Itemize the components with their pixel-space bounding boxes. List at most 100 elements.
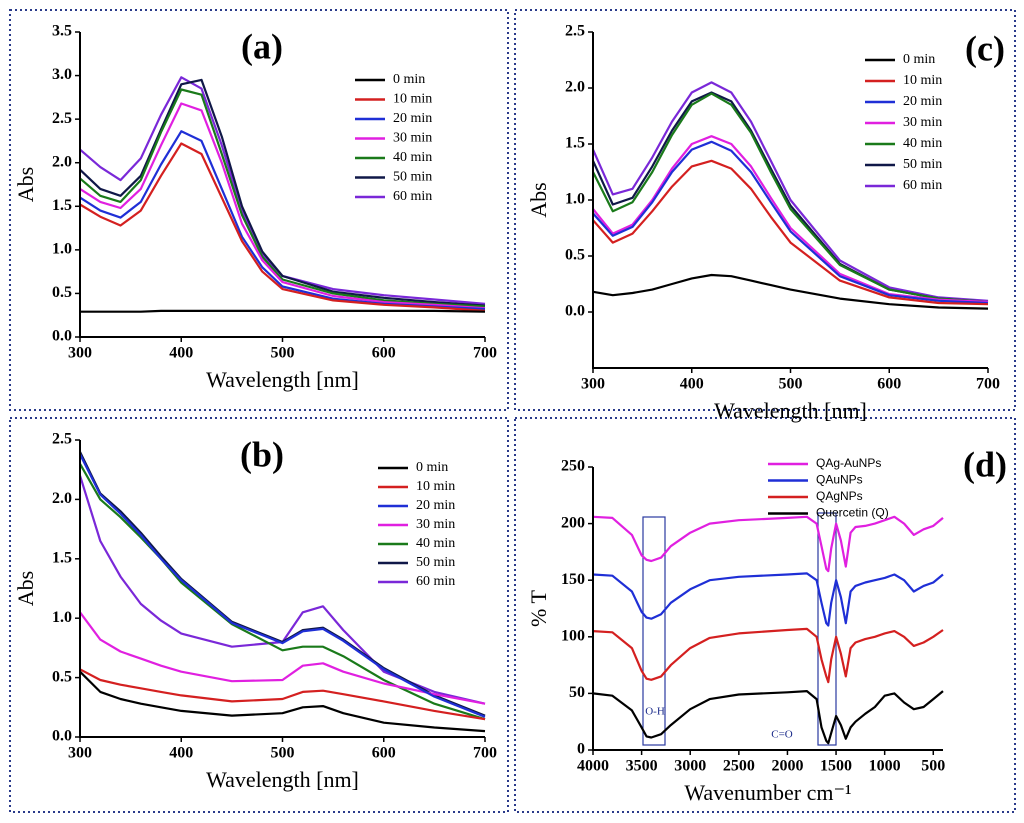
panel-title: (d) — [963, 444, 1007, 484]
panel-frames — [9, 9, 1016, 813]
x-tick-label: 2000 — [771, 758, 803, 775]
x-tick-label: 3000 — [674, 758, 706, 775]
band-boxes — [642, 512, 837, 746]
series-line — [80, 309, 486, 313]
x-axis-label: Wavenumber cm⁻¹ — [684, 780, 851, 805]
legend-label: 0 min — [393, 72, 425, 87]
legend-label: 40 min — [903, 136, 942, 151]
legend-label: 20 min — [393, 111, 432, 126]
y-tick-label: 150 — [561, 571, 585, 588]
legend-label: Quercetin (Q) — [816, 506, 889, 520]
x-tick-label: 2500 — [723, 758, 755, 775]
legend-label: 20 min — [903, 94, 942, 109]
annotation: C=O — [771, 729, 793, 741]
panel-title: (c) — [965, 28, 1005, 68]
panel-title: (b) — [240, 434, 284, 474]
series-line — [79, 668, 486, 721]
series-line — [79, 88, 486, 308]
legend-label: QAg-AuNPs — [816, 456, 881, 470]
x-tick-label: 300 — [68, 745, 92, 762]
y-tick-label: 3.5 — [52, 23, 72, 40]
legend-label: QAuNPs — [816, 473, 863, 487]
axes — [592, 32, 988, 369]
legend-label: 60 min — [393, 189, 432, 204]
annotation: O-H — [645, 706, 665, 718]
series-line — [79, 78, 486, 307]
series-line — [79, 102, 486, 310]
x-tick-label: 500 — [271, 345, 295, 362]
x-tick-label: 700 — [976, 376, 1000, 393]
series-line — [79, 142, 486, 312]
y-tick-label: 50 — [569, 684, 585, 701]
x-tick-label: 600 — [372, 345, 396, 362]
panel-frame — [9, 417, 509, 813]
x-tick-label: 600 — [372, 745, 396, 762]
series-line — [592, 135, 989, 303]
x-axis-label: Wavelength [nm] — [714, 398, 867, 423]
y-tick-label: 2.5 — [52, 431, 72, 448]
legend-label: 10 min — [903, 73, 942, 88]
panel-frame — [514, 9, 1016, 411]
x-tick-label: 400 — [169, 745, 193, 762]
series-line — [592, 92, 989, 303]
legend-label: 50 min — [416, 555, 455, 570]
series-line — [79, 463, 486, 721]
legend-label: 30 min — [393, 131, 432, 146]
x-tick-label: 3500 — [626, 758, 658, 775]
legend-label: 10 min — [416, 479, 455, 494]
y-axis-label: Abs — [526, 182, 551, 217]
x-axis-label: Wavelength [nm] — [206, 767, 359, 792]
y-axis-label: % T — [526, 590, 551, 627]
legend-label: 50 min — [393, 170, 432, 185]
series-line — [79, 130, 486, 311]
y-tick-label: 1.5 — [565, 135, 585, 152]
y-tick-label: 2.0 — [52, 490, 72, 507]
legend-label: 40 min — [416, 536, 455, 551]
legend-label: 40 min — [393, 150, 432, 165]
series-line — [592, 159, 989, 306]
panel-frame — [9, 9, 509, 411]
y-tick-label: 1.0 — [565, 191, 585, 208]
series-line — [591, 81, 989, 302]
x-tick-label: 1500 — [820, 758, 852, 775]
y-tick-label: 0.0 — [52, 728, 72, 745]
legend-label: 0 min — [416, 460, 448, 475]
legend-label: 60 min — [416, 574, 455, 589]
y-axis-label: Abs — [13, 167, 38, 202]
x-tick-label: 700 — [473, 745, 497, 762]
series-line — [79, 453, 486, 718]
y-tick-label: 0 — [577, 741, 585, 758]
co-box — [817, 512, 837, 746]
y-tick-label: 2.5 — [565, 23, 585, 40]
x-tick-label: 300 — [68, 345, 92, 362]
legend-label: 30 min — [416, 517, 455, 532]
series-line — [592, 690, 944, 745]
y-tick-label: 3.0 — [52, 66, 72, 83]
legend-label: QAgNPs — [816, 489, 863, 503]
x-tick-label: 300 — [581, 376, 605, 393]
axes — [592, 467, 943, 751]
legend-label: 50 min — [903, 157, 942, 172]
x-tick-label: 500 — [271, 745, 295, 762]
y-tick-label: 0.0 — [52, 328, 72, 345]
x-tick-label: 500 — [779, 376, 803, 393]
y-tick-label: 1.5 — [52, 197, 72, 214]
x-tick-label: 4000 — [577, 758, 609, 775]
series-line — [592, 273, 989, 310]
y-tick-label: 2.5 — [52, 110, 72, 127]
x-tick-label: 700 — [473, 345, 497, 362]
oh-box — [642, 516, 666, 746]
series-line — [79, 611, 486, 705]
y-tick-label: 0.5 — [52, 668, 72, 685]
x-tick-label: 600 — [877, 376, 901, 393]
x-axis-label: Wavelength [nm] — [206, 367, 359, 392]
series-line — [592, 515, 944, 573]
y-axis-label: Abs — [13, 571, 38, 606]
series-line — [592, 140, 989, 305]
legend-label: 60 min — [903, 178, 942, 193]
y-tick-label: 2.0 — [52, 153, 72, 170]
x-tick-label: 500 — [921, 758, 945, 775]
legend-label: 10 min — [393, 92, 432, 107]
y-tick-label: 1.0 — [52, 609, 72, 626]
